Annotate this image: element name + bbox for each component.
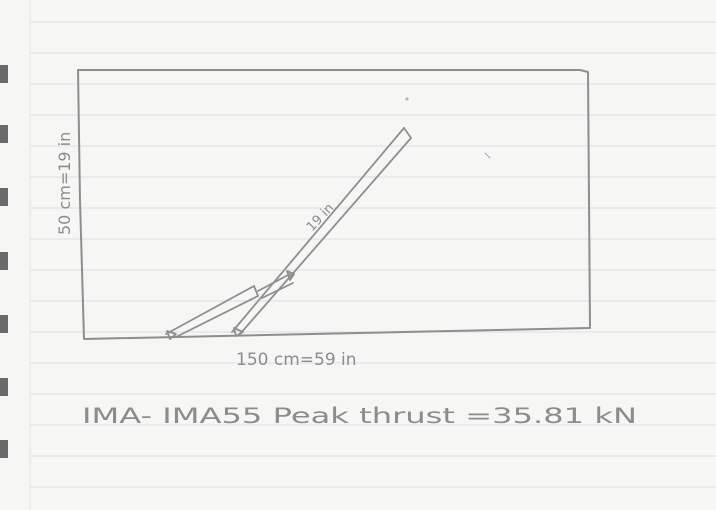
binder-hole xyxy=(0,378,8,396)
width-label: 150 cm=59 in xyxy=(236,350,357,370)
rod-base-pivot xyxy=(233,327,244,337)
binder-hole xyxy=(0,440,8,458)
binder-holes xyxy=(0,65,8,458)
binder-hole xyxy=(0,315,8,333)
binder-hole xyxy=(0,125,8,143)
long-rod xyxy=(231,127,412,335)
stray-mark xyxy=(405,97,409,101)
ruled-lines xyxy=(29,0,716,510)
binder-hole xyxy=(0,252,8,270)
caption-text: IMA- IMA55 Peak thrust =35.81 kN xyxy=(82,404,637,428)
pivot-marks xyxy=(166,270,295,340)
binder-hole xyxy=(0,65,8,83)
stray-mark xyxy=(484,152,491,159)
binder-hole xyxy=(0,188,8,206)
strut-base-pivot xyxy=(166,330,177,340)
short-strut xyxy=(165,273,294,338)
joint-pivot xyxy=(286,270,295,281)
enclosure-box xyxy=(77,69,591,340)
height-label: 50 cm=19 in xyxy=(55,132,74,235)
